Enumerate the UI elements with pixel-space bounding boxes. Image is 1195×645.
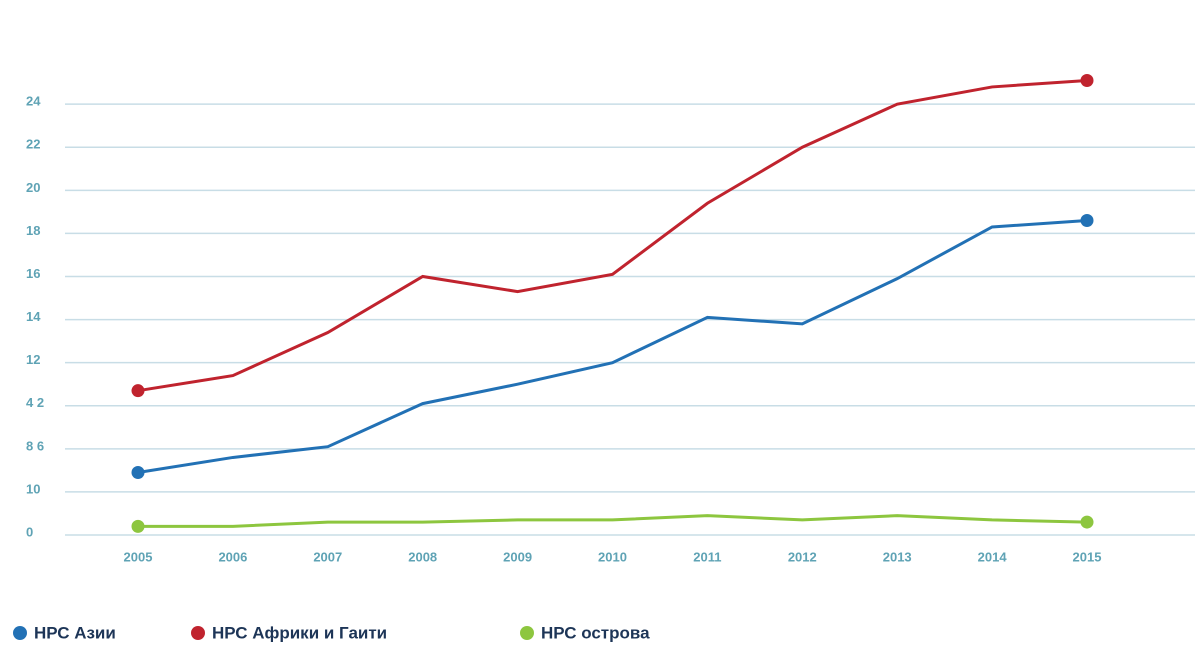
y-tick-label: 12 — [26, 352, 40, 367]
y-tick-label: 10 — [26, 481, 40, 496]
x-tick-label: 2012 — [788, 549, 817, 564]
series-line — [137, 78, 1088, 393]
end-marker — [1080, 73, 1094, 87]
y-tick-label: 22 — [26, 137, 40, 152]
x-tick-label: 2014 — [978, 549, 1008, 564]
x-tick-label: 2005 — [124, 549, 153, 564]
legend-swatch — [520, 626, 534, 640]
x-tick-label: 2007 — [313, 549, 342, 564]
end-marker — [131, 384, 145, 398]
legend-swatch — [13, 626, 27, 640]
x-tick-label: 2006 — [218, 549, 247, 564]
y-tick-label: 0 — [26, 524, 33, 539]
legend-label: НРС острова — [541, 623, 650, 642]
y-tick-label: 14 — [26, 309, 41, 324]
y-tick-label: 8 6 — [26, 438, 44, 453]
end-marker — [1080, 515, 1094, 529]
x-tick-label: 2015 — [1073, 549, 1102, 564]
y-tick-label: 18 — [26, 223, 40, 238]
x-tick-label: 2011 — [693, 549, 721, 564]
y-tick-label: 16 — [26, 266, 40, 281]
x-tick-label: 2009 — [503, 549, 532, 564]
end-marker — [131, 519, 145, 533]
legend-label: НРС Африки и Гаити — [212, 623, 387, 642]
y-tick-label: 4 2 — [26, 395, 44, 410]
x-tick-label: 2008 — [408, 549, 437, 564]
legend-swatch — [191, 626, 205, 640]
legend-label: НРС Азии — [34, 623, 116, 642]
y-tick-label: 20 — [26, 180, 40, 195]
x-tick-label: 2013 — [883, 549, 912, 564]
end-marker — [131, 466, 145, 480]
x-tick-label: 2010 — [598, 549, 627, 564]
y-tick-label: 24 — [26, 94, 41, 109]
end-marker — [1080, 213, 1094, 227]
series-line — [137, 218, 1088, 475]
series-line — [138, 514, 1088, 528]
